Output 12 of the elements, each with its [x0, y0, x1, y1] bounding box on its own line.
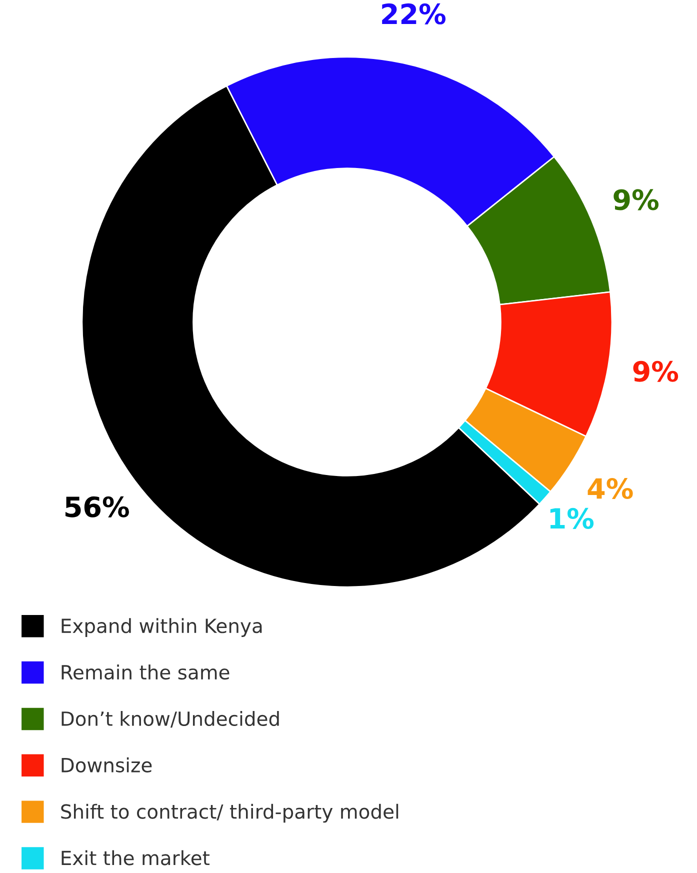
legend-label: Exit the market	[62, 850, 210, 866]
data-label: 22%	[382, 3, 446, 24]
legend-label: Expand within Kenya	[62, 618, 262, 637]
data-label: 9%	[633, 360, 678, 382]
data-label: 4%	[588, 478, 633, 500]
legend-label: Shift to contract/ third-party model	[61, 804, 398, 823]
legend-label: Don’t know/Undecided	[62, 710, 279, 728]
legend-label: Remain the same	[62, 664, 230, 680]
data-label: 9%	[614, 189, 659, 210]
data-label: 1%	[550, 508, 594, 529]
legend-label: Downsize	[62, 757, 152, 772]
data-label: 56%	[66, 496, 129, 518]
